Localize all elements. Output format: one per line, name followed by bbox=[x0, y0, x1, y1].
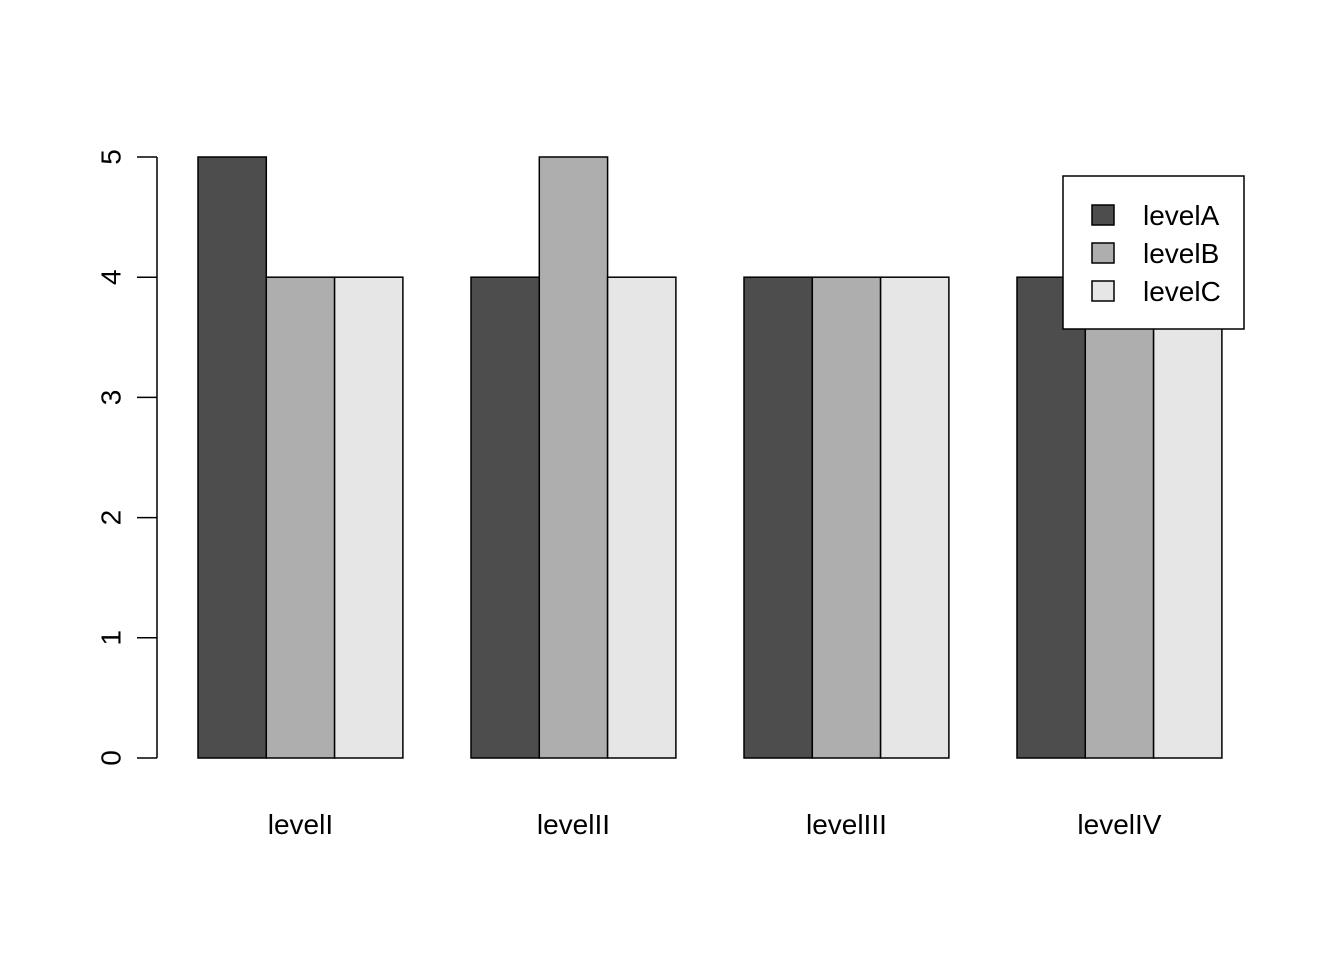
y-axis: 0 1 2 3 4 5 bbox=[96, 149, 158, 766]
y-tick-label: 5 bbox=[96, 149, 127, 165]
legend-swatch-levelA bbox=[1091, 204, 1115, 226]
bar-levelC-levelIV bbox=[1152, 276, 1223, 759]
bars bbox=[197, 156, 1223, 759]
y-tick-label: 2 bbox=[96, 510, 127, 526]
bar-levelA-levelIV bbox=[1016, 276, 1087, 759]
legend-swatch-levelC bbox=[1091, 280, 1115, 302]
bar-levelB-levelIV bbox=[1084, 276, 1155, 759]
bar-levelB-levelIII bbox=[811, 276, 882, 759]
bar-levelC-levelI bbox=[333, 276, 404, 759]
bar-levelC-levelII bbox=[606, 276, 677, 759]
legend-label-levelC: levelC bbox=[1143, 276, 1221, 307]
x-axis-labels: levelI levelII levelIII levelIV bbox=[268, 809, 1162, 840]
bar-levelA-levelII bbox=[470, 276, 541, 759]
y-tick-label: 3 bbox=[96, 390, 127, 406]
bar-levelA-levelI bbox=[197, 156, 268, 759]
legend: levelA levelB levelC bbox=[1062, 175, 1245, 330]
x-tick-label: levelIII bbox=[806, 809, 887, 840]
y-tick-label: 1 bbox=[96, 630, 127, 646]
x-tick-label: levelI bbox=[268, 809, 333, 840]
y-tick-label: 0 bbox=[96, 750, 127, 766]
y-tick-label: 4 bbox=[96, 269, 127, 285]
x-tick-label: levelIV bbox=[1077, 809, 1161, 840]
x-tick-label: levelII bbox=[537, 809, 610, 840]
bar-levelB-levelII bbox=[538, 156, 609, 759]
legend-label-levelB: levelB bbox=[1143, 238, 1219, 269]
bar-levelC-levelIII bbox=[879, 276, 950, 759]
legend-swatch-levelB bbox=[1091, 242, 1115, 264]
bar-levelA-levelIII bbox=[743, 276, 814, 759]
bar-levelB-levelI bbox=[265, 276, 336, 759]
legend-label-levelA: levelA bbox=[1143, 200, 1220, 231]
